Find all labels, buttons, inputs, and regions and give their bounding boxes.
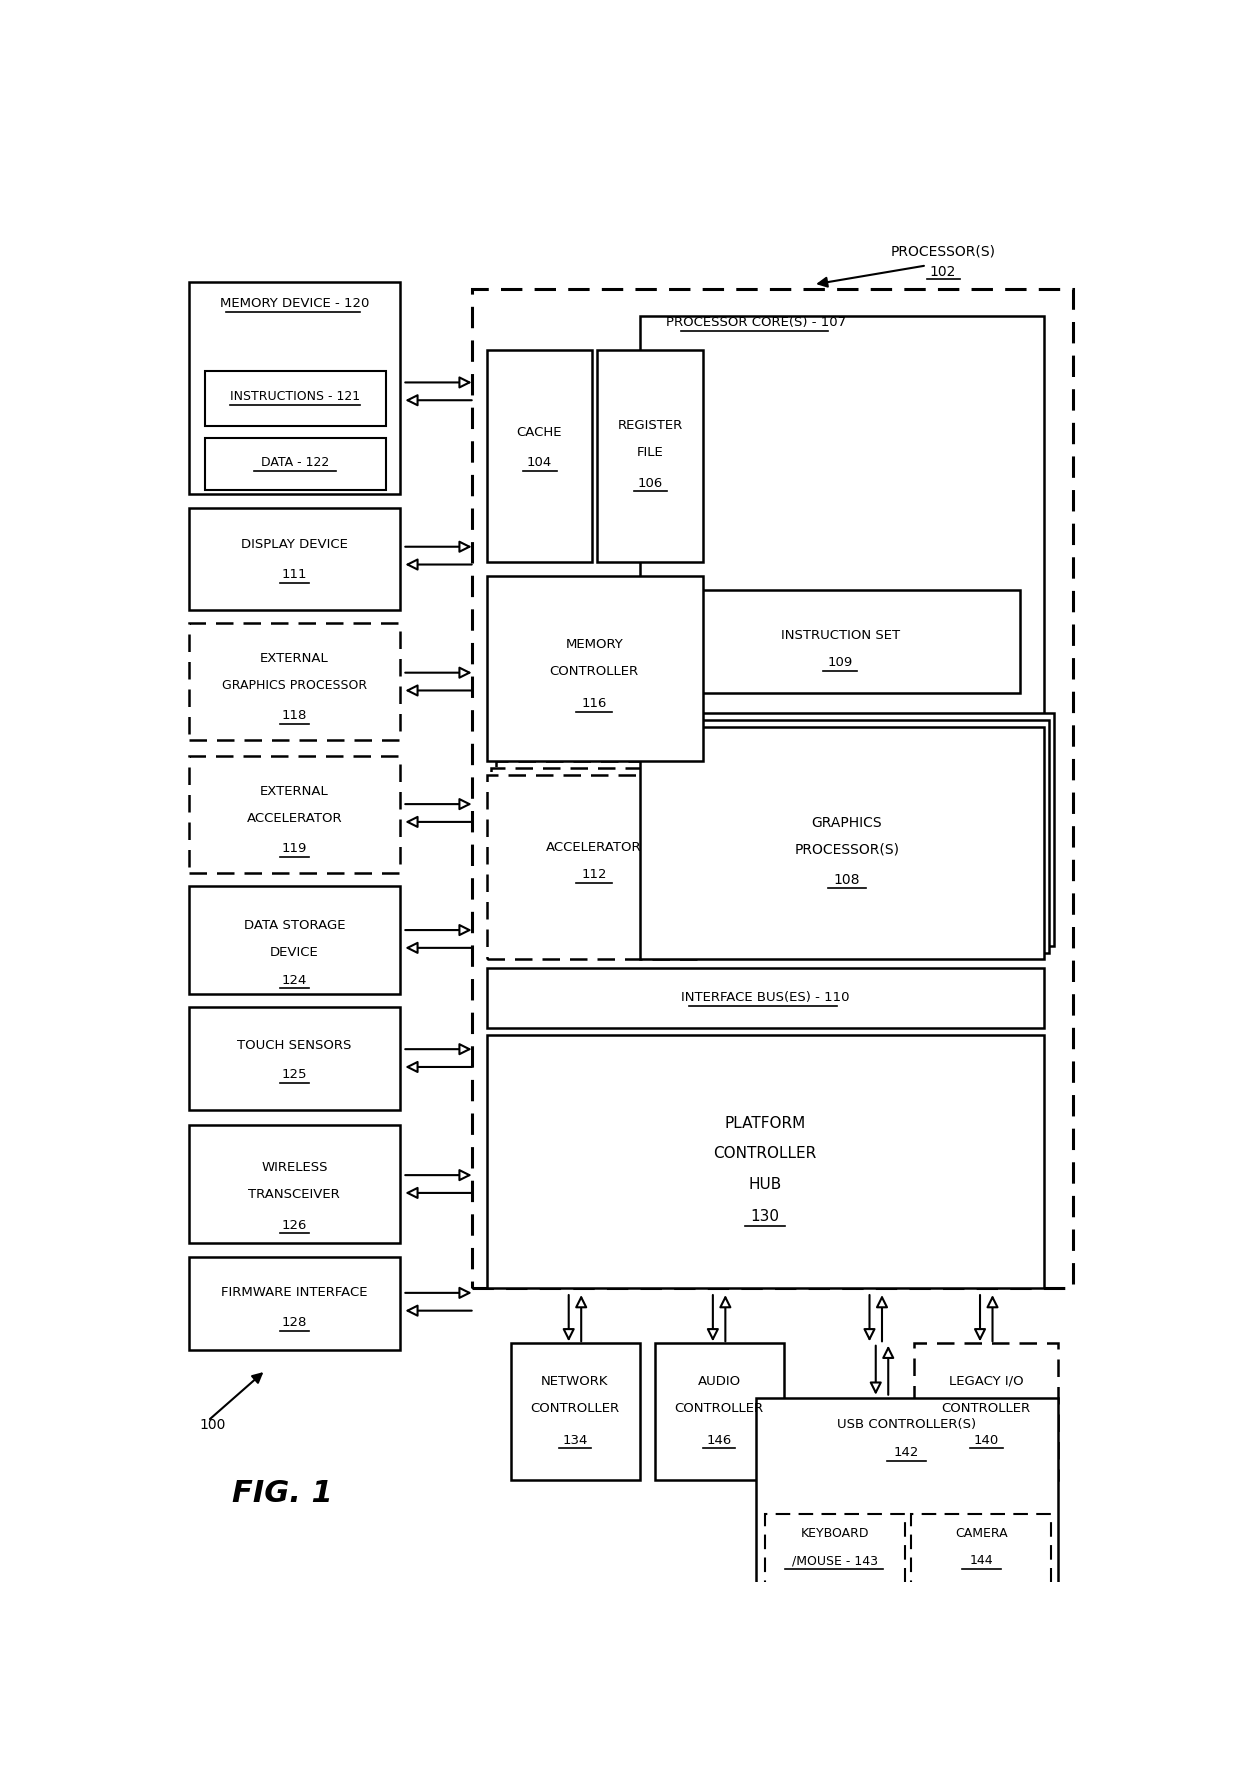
Bar — [205, 372, 386, 425]
Bar — [486, 1035, 1044, 1287]
Text: EXTERNAL: EXTERNAL — [260, 653, 329, 665]
Text: CONTROLLER: CONTROLLER — [675, 1403, 764, 1415]
Text: PROCESSOR(S): PROCESSOR(S) — [890, 245, 996, 258]
Text: TOUCH SENSORS: TOUCH SENSORS — [237, 1040, 351, 1053]
Bar — [640, 316, 1044, 720]
Text: MEMORY: MEMORY — [565, 638, 622, 651]
Bar — [511, 1342, 640, 1479]
Text: 106: 106 — [637, 477, 662, 489]
Bar — [650, 713, 1054, 946]
Text: 144: 144 — [970, 1554, 993, 1566]
Text: ACCELERATOR: ACCELERATOR — [547, 841, 642, 853]
Text: ACCELERATOR: ACCELERATOR — [247, 813, 342, 825]
Text: NETWORK: NETWORK — [541, 1374, 609, 1387]
Text: USB CONTROLLER(S): USB CONTROLLER(S) — [837, 1419, 976, 1431]
Text: 125: 125 — [281, 1069, 308, 1081]
Bar — [640, 727, 1044, 960]
Text: CONTROLLER: CONTROLLER — [531, 1403, 620, 1415]
Text: 130: 130 — [750, 1209, 780, 1225]
Text: 124: 124 — [281, 974, 308, 987]
Bar — [911, 1513, 1050, 1604]
Bar — [496, 761, 712, 946]
Bar — [755, 1398, 1058, 1616]
Text: FILE: FILE — [636, 446, 663, 459]
Text: WIRELESS: WIRELESS — [262, 1161, 327, 1173]
Text: REGISTER: REGISTER — [618, 420, 682, 432]
Text: CONTROLLER: CONTROLLER — [941, 1403, 1030, 1415]
Text: 112: 112 — [582, 868, 606, 882]
Bar — [486, 350, 593, 562]
Text: 118: 118 — [281, 709, 308, 722]
Bar — [188, 509, 401, 610]
Text: AUDIO: AUDIO — [698, 1374, 740, 1387]
Text: DATA - 122: DATA - 122 — [262, 455, 330, 469]
Text: INSTRUCTION SET: INSTRUCTION SET — [781, 629, 900, 642]
Text: GRAPHICS: GRAPHICS — [812, 816, 882, 830]
Text: HUB: HUB — [749, 1177, 782, 1191]
Text: CONTROLLER: CONTROLLER — [713, 1147, 817, 1161]
Text: 128: 128 — [281, 1316, 308, 1328]
Text: 116: 116 — [582, 697, 606, 709]
Text: DATA STORAGE: DATA STORAGE — [243, 919, 345, 932]
Bar — [188, 622, 401, 740]
Text: PROCESSOR(S): PROCESSOR(S) — [795, 843, 899, 857]
Bar — [188, 1008, 401, 1109]
Text: KEYBOARD: KEYBOARD — [801, 1527, 869, 1540]
Bar — [188, 1257, 401, 1350]
Text: 134: 134 — [562, 1433, 588, 1447]
Text: PLATFORM: PLATFORM — [724, 1117, 806, 1131]
Text: INTERFACE BUS(ES) - 110: INTERFACE BUS(ES) - 110 — [681, 992, 849, 1005]
Bar — [188, 756, 401, 873]
Bar — [765, 1513, 905, 1604]
Bar — [472, 288, 1073, 1287]
Bar — [655, 1342, 785, 1479]
Text: PROCESSOR CORE(S) - 107: PROCESSOR CORE(S) - 107 — [666, 316, 846, 329]
Bar — [660, 590, 1021, 692]
Text: DISPLAY DEVICE: DISPLAY DEVICE — [241, 539, 347, 551]
Text: 146: 146 — [707, 1433, 732, 1447]
Text: CAMERA: CAMERA — [955, 1527, 1008, 1540]
Text: FIG. 1: FIG. 1 — [232, 1479, 332, 1508]
Text: CONTROLLER: CONTROLLER — [549, 665, 639, 679]
Text: LEGACY I/O: LEGACY I/O — [949, 1374, 1023, 1387]
Bar — [596, 350, 703, 562]
Text: 119: 119 — [281, 843, 308, 855]
Text: TRANSCEIVER: TRANSCEIVER — [248, 1188, 340, 1202]
Text: 102: 102 — [930, 265, 956, 279]
Bar — [486, 576, 703, 761]
Text: EXTERNAL: EXTERNAL — [260, 784, 329, 798]
Text: 104: 104 — [527, 455, 552, 469]
Bar — [491, 768, 708, 953]
Bar — [645, 720, 1049, 953]
Text: 142: 142 — [894, 1446, 919, 1460]
Text: MEMORY DEVICE - 120: MEMORY DEVICE - 120 — [219, 297, 370, 309]
Text: FIRMWARE INTERFACE: FIRMWARE INTERFACE — [221, 1285, 367, 1298]
Bar — [486, 967, 1044, 1028]
Text: 140: 140 — [973, 1433, 999, 1447]
Bar — [188, 281, 401, 494]
Text: DEVICE: DEVICE — [270, 946, 319, 958]
Text: GRAPHICS PROCESSOR: GRAPHICS PROCESSOR — [222, 679, 367, 692]
Bar — [205, 437, 386, 491]
Text: 126: 126 — [281, 1218, 308, 1232]
Text: 108: 108 — [833, 873, 861, 887]
Bar — [914, 1342, 1059, 1479]
Text: INSTRUCTIONS - 121: INSTRUCTIONS - 121 — [231, 391, 361, 404]
Text: 100: 100 — [200, 1419, 226, 1431]
Text: /MOUSE - 143: /MOUSE - 143 — [792, 1554, 878, 1566]
Bar — [188, 885, 401, 994]
Text: CACHE: CACHE — [517, 427, 562, 439]
Text: 109: 109 — [827, 656, 853, 669]
Bar — [486, 775, 703, 960]
Bar — [188, 1125, 401, 1243]
Text: 111: 111 — [281, 569, 308, 581]
